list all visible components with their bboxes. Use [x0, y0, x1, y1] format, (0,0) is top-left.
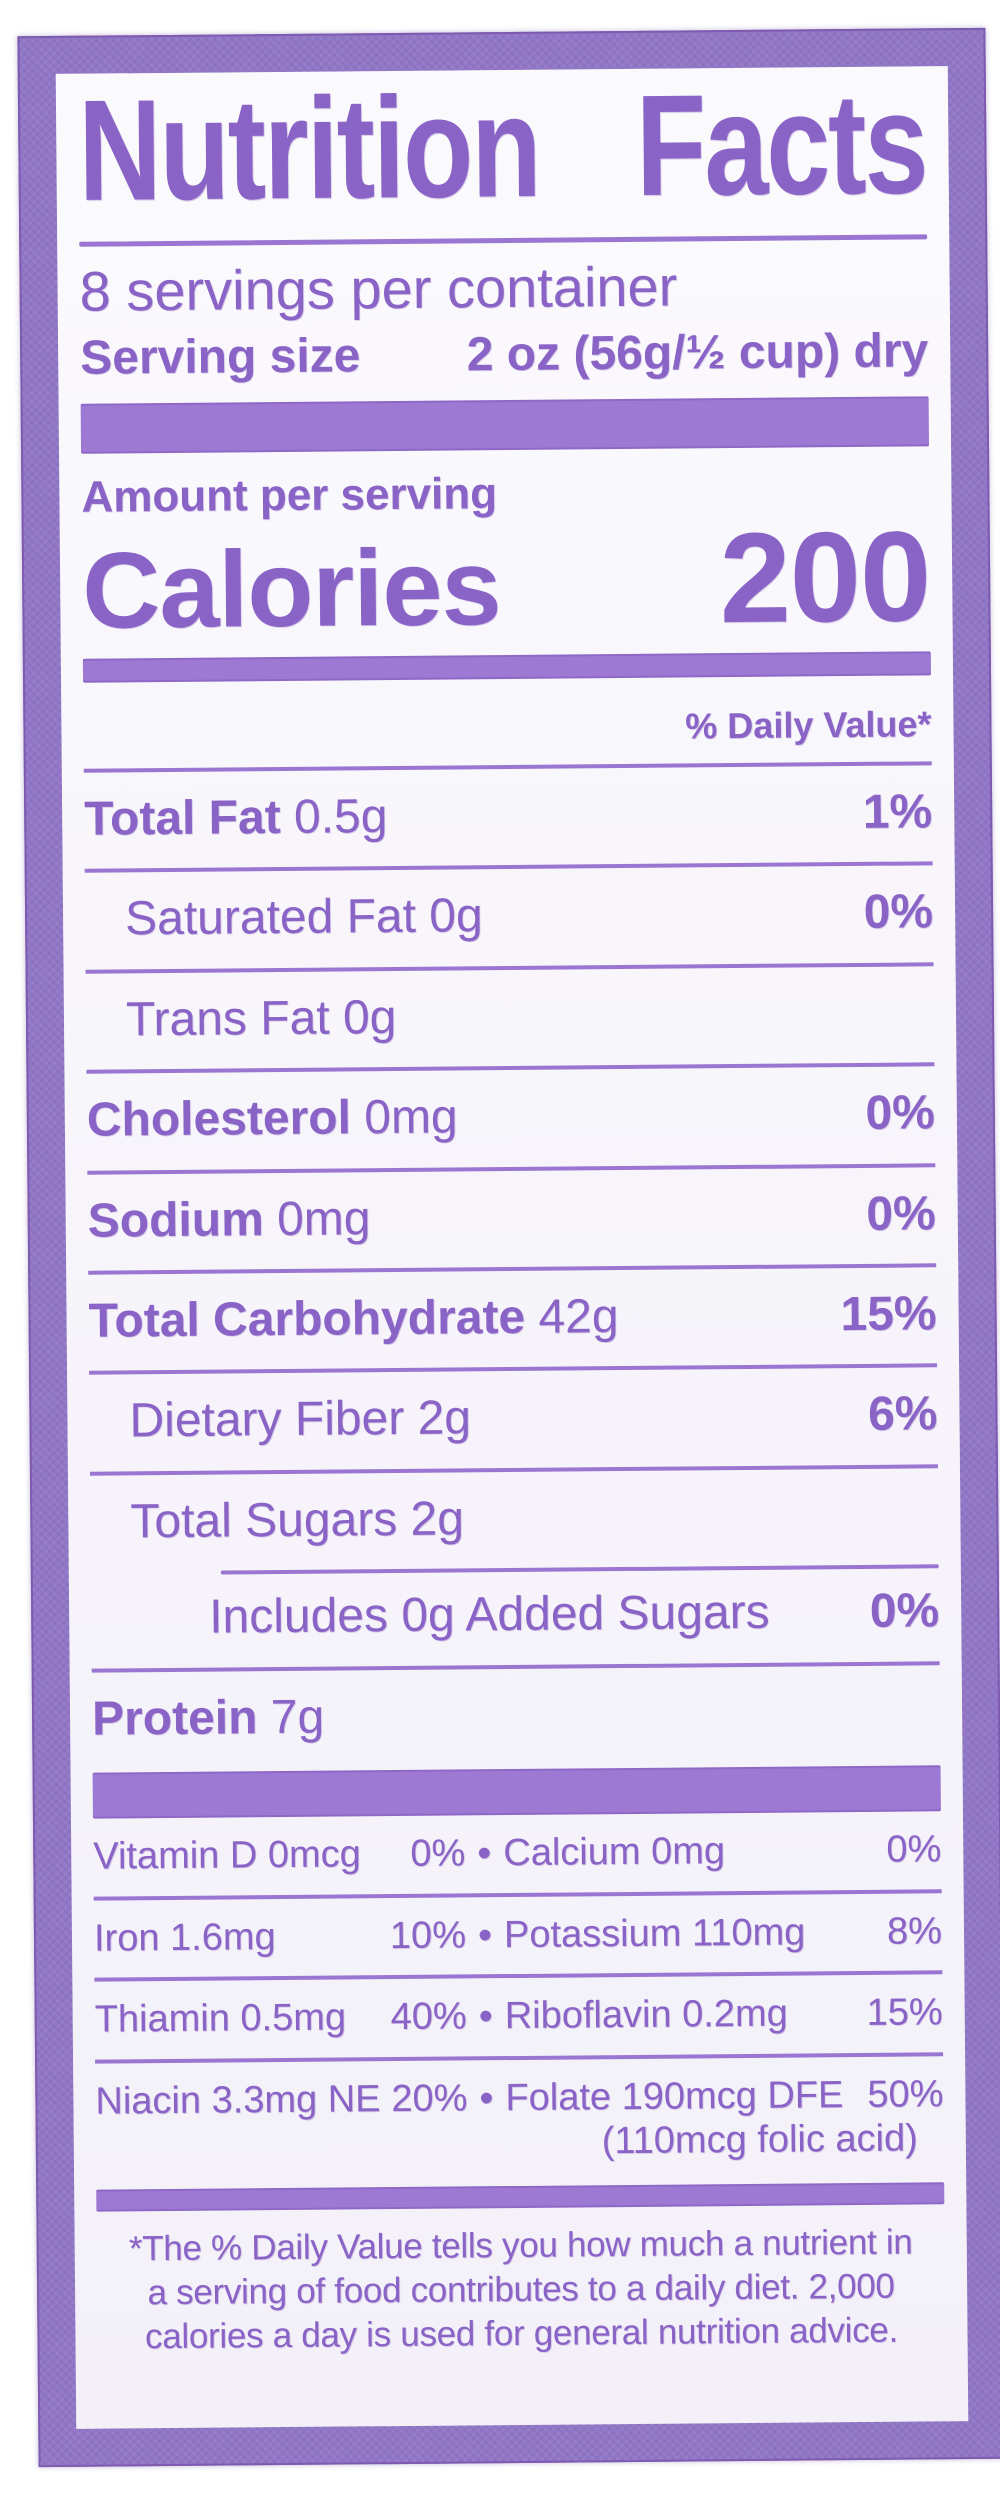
- nutrient-row-saturated-fat: Saturated Fat 0g 0%: [84, 861, 934, 970]
- nutrient-row-added-sugars: Includes 0g Added Sugars 0%: [91, 1564, 940, 1668]
- nutrient-name: Cholesterol 0mg: [86, 1090, 458, 1147]
- serving-size-label: Serving size: [79, 329, 361, 385]
- nutrient-name-bold: Total Fat: [84, 790, 281, 846]
- nutrient-amount: 0mg: [263, 1191, 371, 1246]
- nutrient-amount: Total Sugars 2g: [130, 1492, 465, 1549]
- nutrient-name: Includes 0g Added Sugars: [91, 1585, 770, 1644]
- thick-divider-bar: [80, 396, 930, 454]
- footnote-line: *The % Daily Value tells you how much a …: [128, 2222, 913, 2269]
- micronutrient-right: Riboflavin 0.2mg 15%: [504, 1991, 943, 2039]
- nutrient-name: Sodium 0mg: [87, 1191, 371, 1248]
- micronutrient-daily-value: 0%: [886, 1828, 942, 1871]
- thick-divider-bar: [92, 1765, 941, 1819]
- bullet-separator-icon: •: [479, 2076, 494, 2121]
- micronutrient-daily-value: 20%: [391, 2077, 468, 2121]
- servings-per-container: 8 servings per container: [79, 254, 678, 323]
- footnote-line: calories a day is used for general nutri…: [144, 2310, 899, 2357]
- serving-size-value: 2 oz (56g/½ cup) dry: [466, 324, 929, 382]
- micronutrient-left: Thiamin 0.5mg 40%: [94, 1995, 467, 2042]
- micronutrient-left: Iron 1.6mg 10%: [93, 1914, 467, 1960]
- nutrient-name: Dietary Fiber 2g: [89, 1391, 472, 1448]
- nutrient-name-bold: Protein: [91, 1690, 258, 1746]
- nutrient-name: Total Fat 0.5g: [84, 790, 388, 846]
- bullet-separator-icon: •: [478, 1994, 493, 2039]
- micronutrient-right: Potassium 110mg 8%: [503, 1909, 943, 1957]
- nutrient-name: Saturated Fat 0g: [85, 889, 483, 946]
- nutrient-row-dietary-fiber: Dietary Fiber 2g 6%: [89, 1363, 938, 1472]
- nutrient-row-sodium: Sodium 0mg 0%: [87, 1162, 937, 1271]
- micronutrient-name: Thiamin 0.5mg: [94, 1996, 347, 2042]
- package-purple-frame: Nutrition Facts 8 servings per container…: [17, 27, 1000, 2468]
- nutrient-row-trans-fat: Trans Fat 0g: [85, 962, 935, 1070]
- nutrient-amount: Includes 0g Added Sugars: [208, 1585, 770, 1644]
- micronutrient-daily-value: 10%: [389, 1914, 467, 1957]
- nutrient-name: Total Sugars 2g: [90, 1492, 465, 1549]
- micronutrient-name: Calcium 0mg: [503, 1830, 726, 1874]
- calories-value: 200: [718, 505, 931, 651]
- folate-folic-acid-note: (110mcg folic acid): [601, 2117, 918, 2163]
- nutrient-row-protein: Protein 7g: [91, 1660, 941, 1769]
- nutrient-row-total-fat: Total Fat 0.5g 1%: [83, 761, 933, 870]
- nutrient-row-total-sugars: Total Sugars 2g: [89, 1464, 939, 1572]
- micronutrient-left: Niacin 3.3mg NE 20%: [95, 2077, 468, 2124]
- nutrient-name: Protein 7g: [91, 1690, 325, 1746]
- nutrient-daily-value: 0%: [863, 885, 934, 940]
- nutrient-amount: Trans Fat 0g: [125, 990, 397, 1047]
- title-word-nutrition: Nutrition: [77, 67, 541, 232]
- micronutrient-name: Iron 1.6mg: [93, 1915, 276, 1960]
- bullet-separator-icon: •: [477, 1912, 493, 1958]
- micronutrient-right: Folate 190mcg DFE 50%: [505, 2073, 944, 2121]
- micronutrient-row-vitamin-d-calcium: Vitamin D 0mcg 0% • Calcium 0mg 0%: [93, 1811, 942, 1896]
- nutrient-daily-value: 0%: [866, 1186, 936, 1241]
- nutrient-name-bold: Sodium: [87, 1192, 264, 1248]
- daily-value-footnote: *The % Daily Value tells you how much a …: [96, 2204, 945, 2360]
- nutrient-name: Total Carbohydrate 42g: [88, 1290, 619, 1348]
- label-content: Nutrition Facts 8 servings per container…: [56, 64, 969, 2429]
- micronutrient-daily-value: 40%: [390, 1995, 467, 2039]
- nutrition-facts-title: Nutrition Facts: [78, 64, 927, 231]
- title-rule-divider: [79, 234, 928, 247]
- micronutrient-daily-value: 8%: [886, 1909, 943, 1953]
- title-word-facts: Facts: [635, 63, 928, 227]
- micronutrient-name: Folate 190mcg DFE: [505, 2074, 844, 2120]
- nutrient-amount: 0mg: [350, 1090, 458, 1145]
- micronutrient-name: Niacin 3.3mg NE: [95, 2078, 381, 2123]
- micronutrient-left: Vitamin D 0mcg 0%: [93, 1832, 466, 1878]
- nutrition-facts-label: Nutrition Facts 8 servings per container…: [55, 64, 969, 2429]
- micronutrient-row-thiamin-riboflavin: Thiamin 0.5mg 40% • Riboflavin 0.2mg 15%: [94, 1970, 944, 2060]
- nutrient-amount: 42g: [524, 1290, 619, 1344]
- micronutrient-daily-value: 50%: [867, 2073, 944, 2117]
- footnote-line: a serving of food contributes to a daily…: [147, 2266, 895, 2313]
- nutrient-amount: Saturated Fat 0g: [124, 889, 483, 946]
- nutrient-row-cholesterol: Cholesterol 0mg 0%: [86, 1062, 936, 1171]
- nutrient-amount: 0.5g: [280, 790, 388, 844]
- nutrient-daily-value: 1%: [862, 785, 933, 839]
- micronutrient-name: Riboflavin 0.2mg: [504, 1993, 788, 2038]
- daily-value-header: % Daily Value*: [685, 703, 932, 747]
- nutrient-amount: 7g: [257, 1690, 325, 1744]
- nutrient-row-total-carbohydrate: Total Carbohydrate 42g 15%: [88, 1263, 938, 1372]
- micronutrient-name: Vitamin D 0mcg: [93, 1833, 361, 1878]
- nutrient-name: Trans Fat 0g: [86, 990, 397, 1047]
- calories-row: Calories 200: [81, 505, 931, 651]
- nutrient-amount: Dietary Fiber 2g: [129, 1391, 472, 1448]
- micronutrient-name: Potassium 110mg: [503, 1911, 806, 1956]
- calories-label: Calories: [81, 526, 501, 651]
- micronutrient-daily-value: 0%: [410, 1832, 466, 1875]
- bullet-separator-icon: •: [477, 1831, 492, 1876]
- micronutrient-right: Calcium 0mg 0%: [503, 1828, 942, 1875]
- nutrient-name-bold: Cholesterol: [86, 1091, 352, 1147]
- micronutrient-row-niacin-folate: Niacin 3.3mg NE 20% • Folate 190mcg DFE …: [95, 2052, 944, 2124]
- nutrient-daily-value: 0%: [865, 1086, 936, 1141]
- nutrient-daily-value: 0%: [869, 1584, 940, 1638]
- nutrient-daily-value: 6%: [867, 1387, 938, 1442]
- nutrient-daily-value: 15%: [840, 1287, 937, 1342]
- nutrient-name-bold: Total Carbohydrate: [88, 1290, 526, 1348]
- micronutrient-daily-value: 15%: [866, 1991, 943, 2035]
- serving-size-row: Serving size 2 oz (56g/½ cup) dry: [79, 324, 929, 385]
- micronutrient-row-iron-potassium: Iron 1.6mg 10% • Potassium 110mg 8%: [93, 1888, 943, 1979]
